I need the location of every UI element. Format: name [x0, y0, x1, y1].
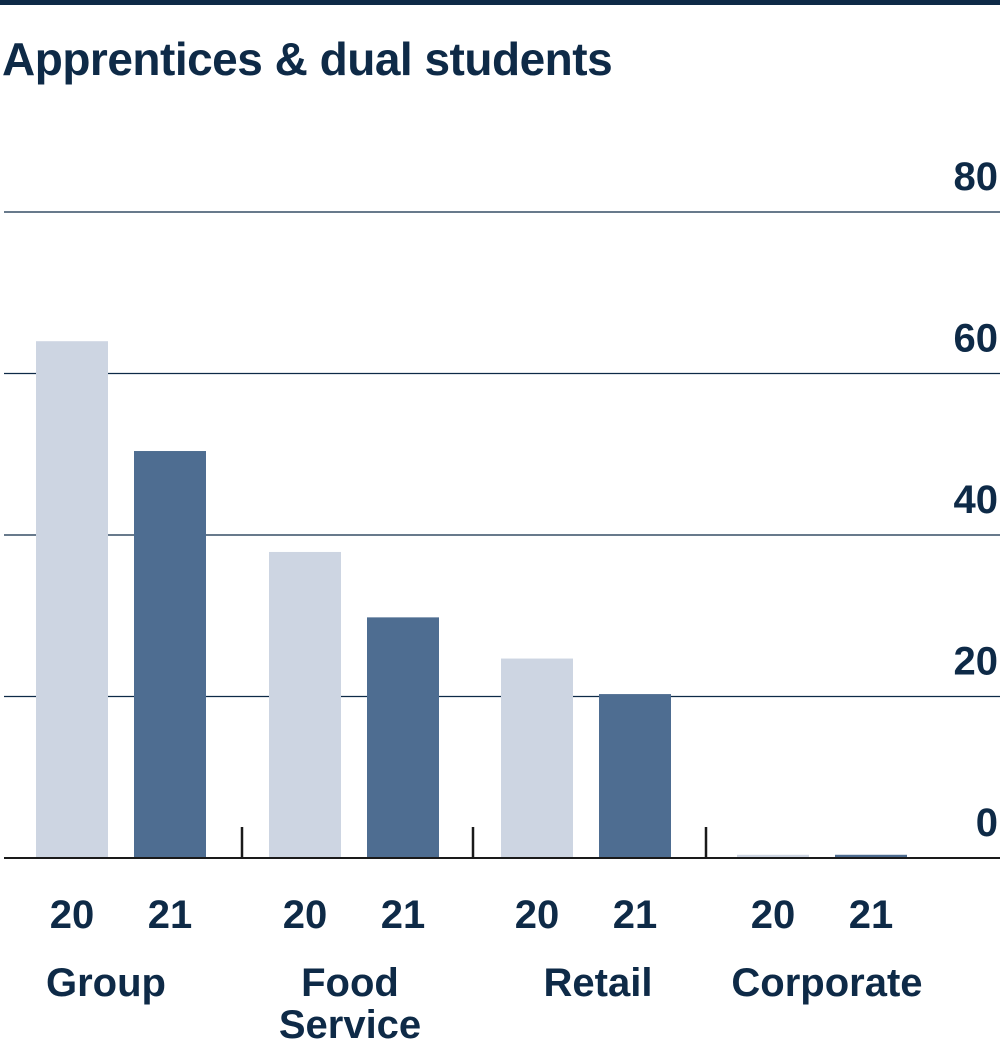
y-tick-label-40: 40: [954, 478, 999, 522]
bar-group3-21: [599, 694, 671, 858]
top-rule: [0, 0, 1000, 5]
x-label-group3-21: 21: [613, 893, 658, 937]
group-label-1: Group: [46, 961, 166, 1005]
group-label-3: Retail: [544, 961, 653, 1005]
group-label-2-line1: Food: [301, 961, 399, 1005]
y-tick-label-0: 0: [976, 801, 998, 845]
x-label-group4-21: 21: [849, 893, 894, 937]
group-label-4: Corporate: [731, 961, 922, 1005]
bar-group4-21: [835, 854, 907, 858]
x-label-group1-21: 21: [148, 893, 193, 937]
x-label-group1-20: 20: [50, 893, 95, 937]
bar-group3-20: [501, 658, 573, 858]
x-label-group3-20: 20: [515, 893, 560, 937]
chart-title: Apprentices & dual students: [2, 33, 613, 85]
y-tick-label-80: 80: [954, 155, 999, 199]
y-tick-label-60: 60: [954, 317, 999, 361]
y-tick-label-20: 20: [954, 640, 999, 684]
bar-group1-20: [36, 341, 108, 858]
x-label-group2-20: 20: [283, 893, 328, 937]
x-label-group2-21: 21: [381, 893, 426, 937]
bar-group2-21: [367, 617, 439, 858]
bar-group4-20: [737, 854, 809, 858]
group-label-2-line2: Service: [279, 1003, 421, 1041]
bar-group1-21: [134, 451, 206, 858]
bar-group2-20: [269, 551, 341, 858]
x-label-group4-20: 20: [751, 893, 796, 937]
